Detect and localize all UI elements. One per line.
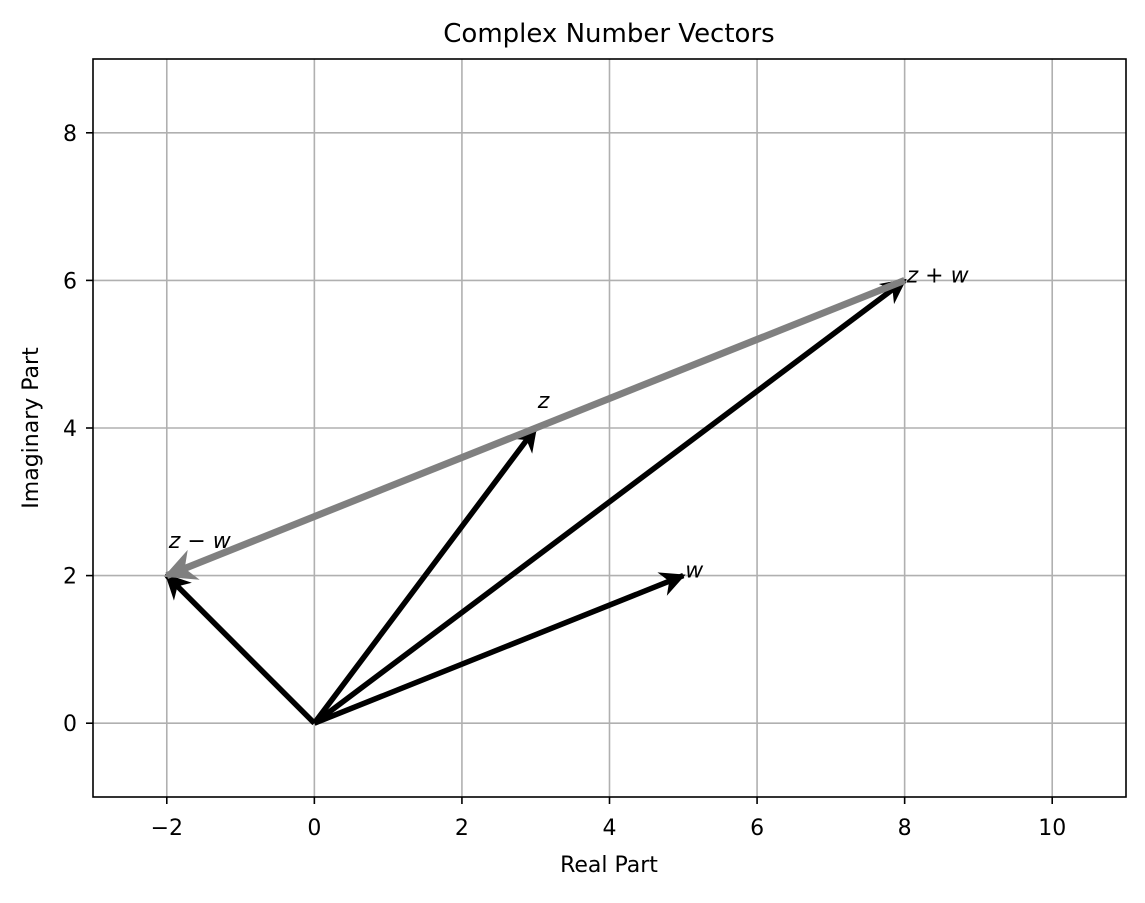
- x-tick-label: 10: [1038, 816, 1066, 841]
- y-tick-label: 8: [63, 122, 77, 147]
- vector-label: z + w: [906, 263, 970, 288]
- x-tick-label: −2: [151, 816, 183, 841]
- y-tick-label: 4: [63, 417, 77, 442]
- vector-arrow-3: [164, 573, 317, 726]
- y-tick-label: 2: [63, 565, 77, 590]
- x-tick-label: 2: [455, 816, 469, 841]
- tick-layer: −2 0 2 4 6 8 10 0 2 4 6 8: [63, 122, 1066, 841]
- grid-layer: [93, 59, 1126, 797]
- x-tick-label: 4: [603, 816, 617, 841]
- y-tick-label: 6: [63, 269, 77, 294]
- vector-label: z − w: [168, 529, 232, 554]
- vector-arrow-0: [312, 425, 538, 725]
- x-tick-label: 0: [307, 816, 321, 841]
- vector-arrow-4: [163, 277, 906, 580]
- y-axis-title: Imaginary Part: [19, 347, 44, 509]
- x-axis-title: Real Part: [560, 853, 658, 878]
- vector-label: z: [537, 389, 550, 414]
- chart-title: Complex Number Vectors: [443, 19, 774, 49]
- y-tick-label: 0: [63, 712, 77, 737]
- x-tick-label: 6: [750, 816, 764, 841]
- x-tick-label: 8: [898, 816, 912, 841]
- annotation-layer: z w z + w z − w: [168, 263, 970, 583]
- vector-label: w: [685, 559, 704, 584]
- vector-arrow-2: [312, 278, 907, 726]
- vector-layer: [163, 277, 907, 726]
- vector-arrow-1: [313, 572, 686, 726]
